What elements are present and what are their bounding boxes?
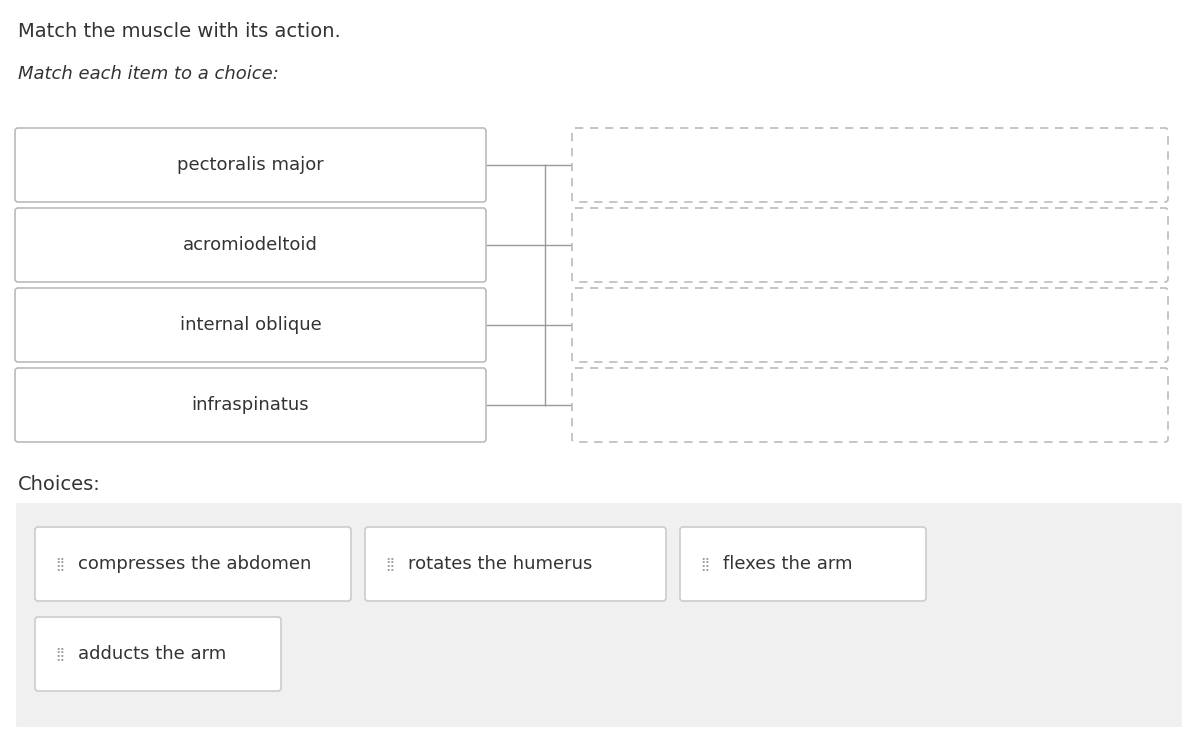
FancyBboxPatch shape [572,128,1168,202]
Text: ⣿: ⣿ [55,648,65,660]
Text: pectoralis major: pectoralis major [178,156,324,174]
Text: Match the muscle with its action.: Match the muscle with its action. [18,22,341,41]
FancyBboxPatch shape [14,288,486,362]
Text: Match each item to a choice:: Match each item to a choice: [18,65,278,83]
FancyBboxPatch shape [572,208,1168,282]
Text: Choices:: Choices: [18,475,101,494]
Text: internal oblique: internal oblique [180,316,322,334]
FancyBboxPatch shape [16,503,1182,727]
Text: compresses the abdomen: compresses the abdomen [78,555,311,573]
FancyBboxPatch shape [35,527,352,601]
FancyBboxPatch shape [14,128,486,202]
Text: ⣿: ⣿ [55,557,65,571]
Text: adducts the arm: adducts the arm [78,645,227,663]
Text: flexes the arm: flexes the arm [722,555,852,573]
FancyBboxPatch shape [680,527,926,601]
FancyBboxPatch shape [572,368,1168,442]
Text: ⣿: ⣿ [701,557,709,571]
Text: acromiodeltoid: acromiodeltoid [184,236,318,254]
FancyBboxPatch shape [35,617,281,691]
Text: rotates the humerus: rotates the humerus [408,555,593,573]
Text: ⣿: ⣿ [385,557,395,571]
FancyBboxPatch shape [365,527,666,601]
FancyBboxPatch shape [572,288,1168,362]
FancyBboxPatch shape [14,368,486,442]
Text: infraspinatus: infraspinatus [192,396,310,414]
FancyBboxPatch shape [14,208,486,282]
